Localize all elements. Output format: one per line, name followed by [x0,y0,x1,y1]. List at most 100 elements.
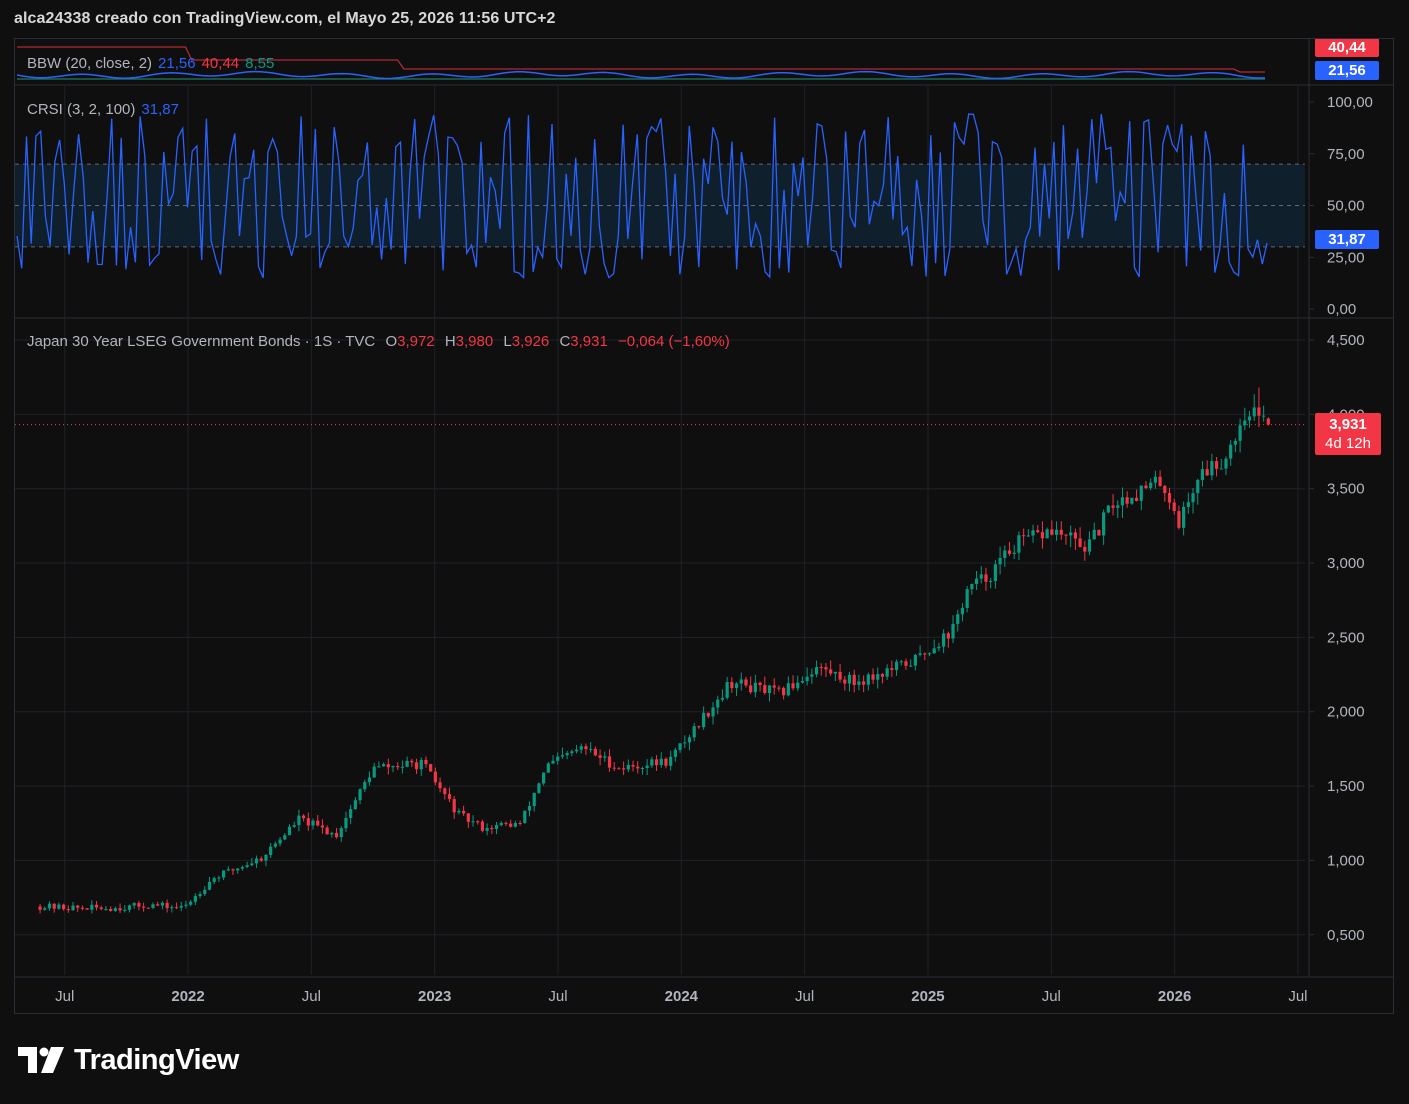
candle-body [1073,532,1077,539]
candle-body [890,668,894,670]
candle-body [1172,502,1176,512]
candle-body [1064,534,1068,536]
candle-body [683,742,687,744]
candle-body [287,826,292,836]
candle-body [189,901,193,905]
candle-body [1149,482,1153,489]
candle-body [607,756,612,768]
candle-body [786,683,790,696]
candle-body [447,794,452,800]
candle-body [1116,505,1120,508]
candle-body [283,835,287,840]
candle-body [1017,535,1021,553]
candle-body [259,858,263,861]
time-axis-label: 2026 [1158,988,1191,1005]
candle-body [763,685,767,694]
price-legend[interactable]: Japan 30 Year LSEG Government Bonds · 1S… [27,333,736,350]
candle-body [777,687,781,689]
candle-body [1012,552,1016,554]
candle-body [349,809,353,818]
candle-body [720,697,725,700]
candle-body [556,756,560,761]
candle-body [918,653,922,655]
candle-body [1007,550,1012,554]
candle-body [1130,497,1134,504]
time-axis-label: Jul [1042,988,1061,1005]
candle-body [311,820,315,826]
candle-body [382,764,386,767]
candle-body [974,578,979,585]
candle-body [744,679,748,686]
time-axis-label: 2022 [171,988,204,1005]
crsi-legend[interactable]: CRSI (3, 2, 100) 31,87 [27,101,185,118]
price-tick-label: 2,000 [1327,704,1365,721]
candle-body [791,683,795,689]
bbw-legend[interactable]: BBW (20, close, 2) 21,56 40,44 8,55 [27,55,280,72]
candle-body [306,818,310,826]
candle-body [527,806,532,811]
candle-body [716,699,720,708]
candle-body [730,682,734,689]
price-tick-label: 0,500 [1327,927,1365,944]
time-axis-label: Jul [1288,988,1307,1005]
candle-body [61,904,66,910]
chart-canvas[interactable]: Jul 2022 Jul 2023 Jul 2024 Jul 2025 Jul 2026 Jul 10… [15,39,1394,1014]
candle-body [993,564,997,581]
candle-body [866,674,870,685]
bbw-value-3: 8,55 [245,55,275,72]
candle-body [466,813,470,822]
candle-body [584,746,588,750]
candle-body [1054,529,1059,535]
candle-body [377,766,381,768]
candle-body [603,756,607,758]
candle-body [1163,485,1167,494]
chart-frame[interactable]: Jul 2022 Jul 2023 Jul 2024 Jul 2025 Jul 2026 Jul 10… [14,38,1394,1014]
candle-body [852,674,856,685]
candle-body [810,674,814,677]
crsi-tick-label: 25,00 [1327,249,1365,266]
candle-body [659,758,663,766]
candle-body [1106,505,1110,513]
crsi-last-badge: 31,87 [1315,230,1379,249]
candle-body [913,654,917,666]
candle-body [509,823,513,827]
bbw-value-2: 40,44 [201,55,240,72]
candle-body [1158,476,1162,486]
candle-body [264,854,268,861]
price-tick-label: 2,500 [1327,629,1365,646]
candle-body [1045,529,1049,539]
candle-body [85,908,89,910]
candle-body [123,909,127,911]
tradingview-logo[interactable]: TradingView [18,1040,239,1080]
candle-body [692,726,696,738]
candle-body [1092,529,1096,540]
candle-body [598,755,602,758]
candle-body [862,681,866,685]
candle-body [43,908,47,910]
candle-body [273,843,277,847]
high-value: 3,980 [455,333,494,350]
candle-body [725,682,729,698]
candle-body [574,749,579,752]
candle-body [814,667,819,675]
candle-body [965,589,969,608]
price-tick-label: 4,500 [1327,332,1365,349]
open-label: O [385,333,398,350]
candle-body [1059,529,1063,535]
candle-body [1252,407,1256,417]
candle-body [532,792,536,807]
candle-body [203,889,207,895]
candle-body [1111,505,1115,508]
candle-body [471,821,475,823]
candle-body [1087,539,1092,552]
candle-body [462,810,466,814]
candle-body [636,766,640,769]
candle-body [734,683,739,689]
candle-body [231,869,235,871]
candle-body [833,671,837,674]
crsi-tick-label: 50,00 [1327,198,1365,215]
candle-body [927,653,932,655]
bbw-line [16,70,1266,80]
candle-body [358,789,362,801]
candle-body [1224,458,1228,469]
